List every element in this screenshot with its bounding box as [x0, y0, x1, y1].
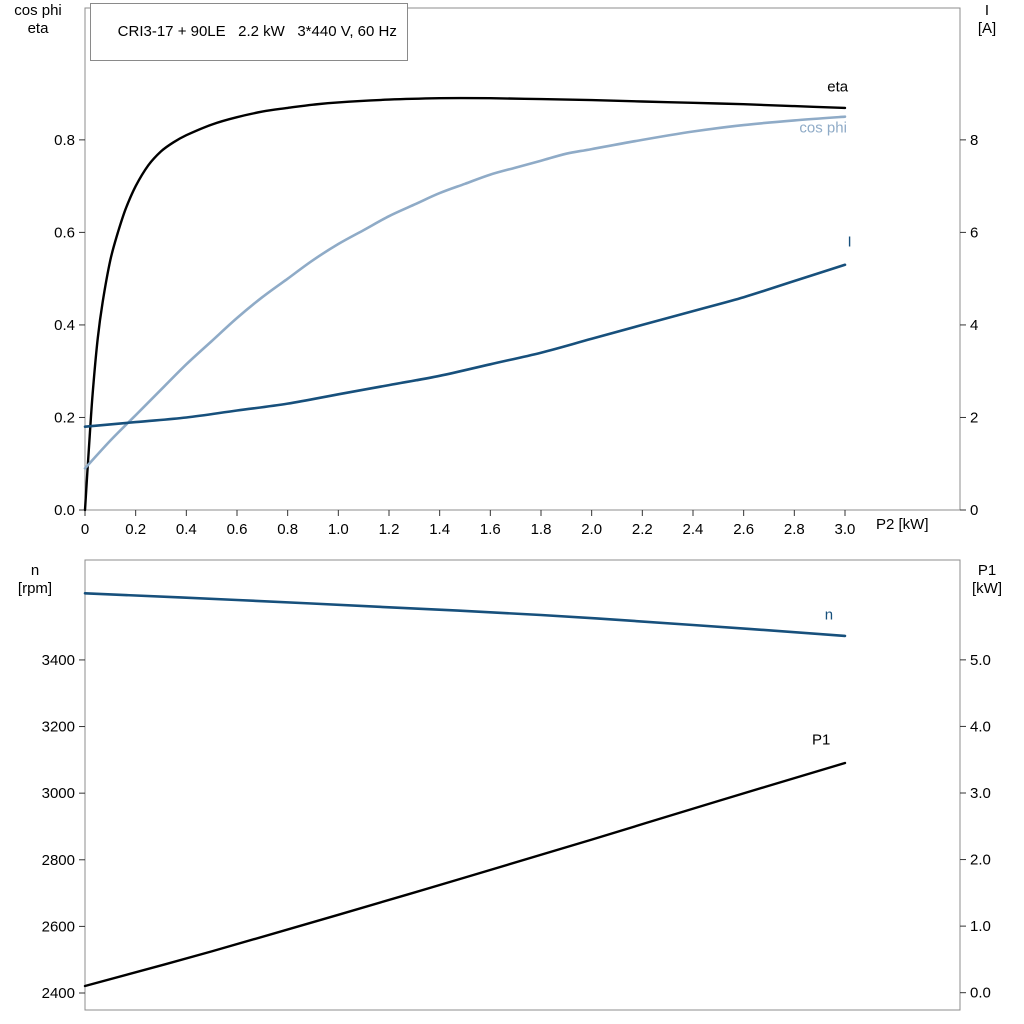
axis-label-n-unit: [rpm] [17, 580, 53, 597]
tick-label: 8 [970, 132, 978, 149]
plot-frame [84, 559, 961, 1011]
tick-label: 2400 [42, 985, 75, 1002]
axis-label-i-unit: [A] [977, 20, 997, 37]
curve-eta [83, 96, 847, 512]
tick-label: 2600 [42, 918, 75, 935]
tick-label: 0.0 [970, 985, 991, 1002]
tick-label: 2.0 [970, 852, 991, 869]
tick-label: 0.0 [54, 502, 75, 519]
tick-label: 0.4 [54, 317, 75, 334]
tick-label: 0.2 [125, 521, 146, 538]
tick-label: 3.0 [970, 785, 991, 802]
axis-label-n: n [30, 562, 40, 579]
tick-label: 2.6 [733, 521, 754, 538]
tick-label: 0.8 [54, 132, 75, 149]
axis-label-cos-phi: cos phi [14, 2, 62, 19]
tick-label: 1.8 [531, 521, 552, 538]
tick-label: 2.0 [581, 521, 602, 538]
tick-label: 2.2 [632, 521, 653, 538]
tick-label: 3.0 [835, 521, 856, 538]
tick-label: 1.0 [970, 918, 991, 935]
y-left-axis-label-bottom: n [rpm] [0, 562, 70, 598]
axis-label-eta: eta [27, 20, 49, 37]
axis-label-p2: P2 [kW] [876, 516, 929, 533]
curve-n [83, 592, 847, 638]
curve-I [83, 263, 847, 428]
tick-label: 4.0 [970, 718, 991, 735]
tick-label: 3200 [42, 719, 75, 736]
tick-label: 1.2 [379, 521, 400, 538]
tick-label: 0.8 [277, 521, 298, 538]
tick-label: 2800 [42, 852, 75, 869]
curve-label-cos-phi: cos phi [799, 119, 847, 136]
curve-label-P1: P1 [812, 731, 830, 748]
tick-label: 0.6 [54, 224, 75, 241]
tick-label: 3000 [42, 785, 75, 802]
y-right-axis-label-bottom: P1 [kW] [956, 562, 1018, 598]
tick-label: 2.4 [683, 521, 704, 538]
tick-label: 4 [970, 317, 978, 334]
tick-label: 2 [970, 409, 978, 426]
curve-label-eta: eta [827, 78, 849, 95]
chart-title: CRI3-17 + 90LE 2.2 kW 3*440 V, 60 Hz [117, 23, 397, 40]
chart-title-box: CRI3-17 + 90LE 2.2 kW 3*440 V, 60 Hz [90, 3, 408, 61]
tick-label: 0 [970, 502, 978, 519]
x-axis-label: P2 [kW] [876, 516, 976, 534]
tick-label: 1.0 [328, 521, 349, 538]
plot-frame [84, 7, 961, 511]
tick-label: 1.6 [480, 521, 501, 538]
curve-label-n: n [825, 606, 833, 623]
curve-P1 [83, 761, 847, 988]
y-left-axis-label-top: cos phi eta [0, 2, 76, 38]
tick-label: 0.6 [227, 521, 248, 538]
axis-label-p1-unit: [kW] [972, 580, 1002, 597]
y-right-axis-label-top: I [A] [962, 2, 1012, 38]
tick-label: 0 [81, 521, 89, 538]
tick-label: 5.0 [970, 652, 991, 669]
tick-label: 2.8 [784, 521, 805, 538]
axis-label-p1: P1 [977, 562, 997, 579]
tick-label: 3400 [42, 652, 75, 669]
tick-label: 1.4 [429, 521, 450, 538]
curve-cos-phi [83, 115, 847, 470]
curve-label-I: I [848, 233, 852, 250]
tick-label: 6 [970, 224, 978, 241]
tick-label: 0.2 [54, 409, 75, 426]
tick-label: 0.4 [176, 521, 197, 538]
axis-label-i: I [984, 2, 990, 19]
